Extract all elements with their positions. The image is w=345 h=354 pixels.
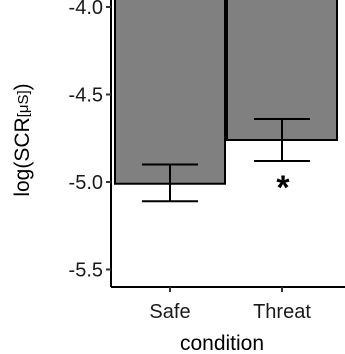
x-axis-title: condition [180, 332, 264, 354]
y-axis-title-close: ) [11, 83, 34, 90]
bar-threat [226, 0, 338, 141]
y-axis: -4.0 -4.5 -5.0 -5.5 [69, 0, 112, 287]
y-tick-label: -5.0 [69, 172, 103, 194]
y-axis-title-main: log(SCR [11, 117, 34, 196]
y-axis-title: log(SCR[μS]) [11, 83, 34, 196]
bar-safe [114, 0, 226, 185]
x-axis: Safe Threat [111, 286, 345, 323]
y-tick-label: -4.5 [69, 85, 103, 107]
x-tick-label: Threat [253, 301, 311, 323]
y-tick-label: -4.0 [69, 0, 103, 19]
plot-marks: * [114, 0, 338, 207]
x-tick-label: Safe [149, 301, 190, 323]
y-axis-title-unit: [μS] [15, 90, 32, 117]
significance-annotation: * [276, 169, 290, 207]
y-tick-label: -5.5 [69, 260, 103, 282]
